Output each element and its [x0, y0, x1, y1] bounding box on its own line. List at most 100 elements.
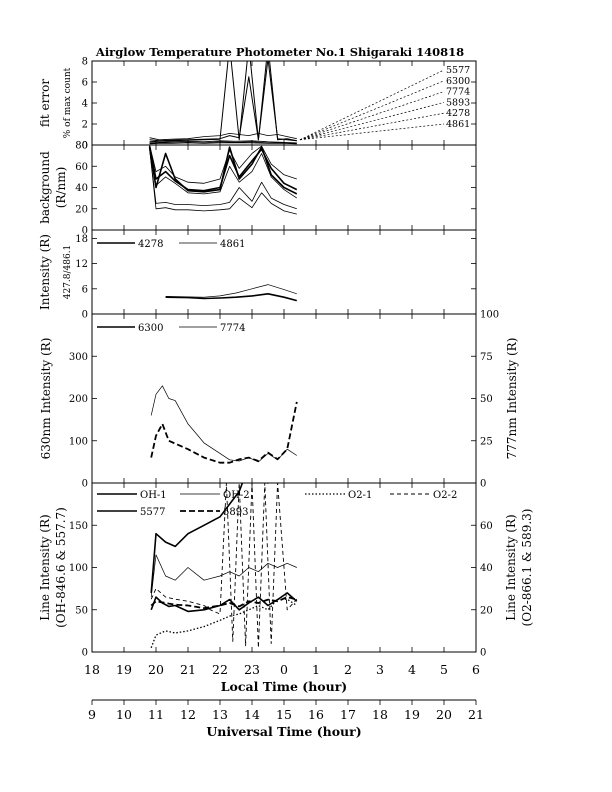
series-group — [165, 284, 298, 302]
local-axis-label: Local Time (hour) — [221, 679, 347, 694]
y-axis-label-secondary: 427.8/486.1 — [63, 245, 73, 300]
local-tick-label: 4 — [408, 662, 416, 677]
label-leader — [299, 69, 445, 141]
y-axis-label: background — [38, 151, 52, 224]
universal-tick-label: 17 — [340, 707, 356, 722]
y-tick-label: 60 — [75, 162, 88, 173]
universal-tick-label: 15 — [276, 707, 292, 722]
y-right-tick-label: 0 — [480, 479, 486, 490]
y-right-tick-label: 20 — [480, 605, 493, 616]
panel-fit_error: 0 2 4 6 8 fit error % of max count 557763007774… — [38, 57, 477, 152]
series-4861 — [149, 142, 297, 145]
series-5577 — [150, 592, 298, 613]
legend-label-5577: 5577 — [140, 507, 165, 518]
series-O2-1 — [150, 598, 298, 649]
series-4861 — [165, 284, 297, 298]
universal-tick-label: 20 — [436, 707, 452, 722]
y-axis-label: fit error — [38, 79, 52, 127]
legend-label-5893: 5893 — [223, 507, 248, 518]
series-group — [149, 61, 297, 145]
y-axis-label: Intensity (R) — [38, 234, 52, 310]
series-5893 — [149, 140, 297, 144]
y-tick-label: 6 — [82, 78, 88, 89]
line-label: 5893 — [446, 97, 470, 108]
line-label: 7774 — [446, 87, 470, 98]
line-label: 4861 — [446, 119, 470, 130]
series-group — [150, 483, 298, 649]
panel-frame — [91, 60, 477, 146]
y-tick-label: 20 — [75, 204, 88, 215]
y-right-axis-label: 777nm Intensity (R) — [505, 338, 519, 460]
local-tick-label: 2 — [344, 662, 352, 677]
universal-tick-label: 16 — [308, 707, 324, 722]
legend-label-OH-2: OH-2 — [223, 490, 250, 501]
universal-tick-label: 18 — [372, 707, 388, 722]
y-tick-label: 12 — [75, 259, 88, 270]
universal-tick-label: 14 — [244, 707, 260, 722]
series-O2-2 — [150, 483, 298, 649]
y-right-tick-label: 60 — [480, 521, 493, 532]
label-leader — [299, 91, 445, 141]
local-tick-label: 23 — [244, 662, 260, 677]
universal-tick-label: 10 — [116, 707, 132, 722]
y-axis-label-secondary: % of max count — [63, 67, 73, 138]
series-7774 — [149, 145, 297, 184]
label-leader — [299, 80, 445, 141]
y-right-axis-label-secondary: (O2-866.1 & 589.3) — [520, 509, 534, 627]
panel-blue_intensity: 0 6 12 18 Intensity (R) 427.8/486.1 4278 4861 — [38, 229, 477, 321]
y-right-axis-label: Line Intensity (R) — [504, 514, 518, 620]
y-right-tick-label: 40 — [480, 563, 493, 574]
series-7774 — [150, 401, 298, 464]
y-tick-label: 300 — [69, 352, 88, 363]
label-leader — [299, 123, 445, 141]
series-OH-2 — [150, 554, 297, 598]
series-4278 — [149, 141, 297, 144]
universal-tick-label: 9 — [88, 707, 96, 722]
y-tick-label: 100 — [69, 563, 88, 574]
y-axis-label: Line Intensity (R) — [38, 514, 52, 620]
y-tick-label: 4 — [82, 99, 88, 110]
legend-label-7774: 7774 — [220, 323, 245, 334]
local-tick-label: 22 — [212, 662, 228, 677]
local-tick-label: 5 — [440, 662, 448, 677]
y-tick-label: 200 — [69, 394, 88, 405]
y-tick-label: 6 — [82, 284, 88, 295]
legend-label-OH-1: OH-1 — [140, 490, 167, 501]
line-label: 4278 — [446, 108, 470, 119]
legend-label-O2-2: O2-2 — [433, 490, 457, 501]
y-right-tick-label: 100 — [480, 310, 499, 321]
y-right-tick-label: 50 — [480, 394, 493, 405]
series-5893 — [150, 596, 298, 609]
series-6300 — [148, 145, 298, 192]
local-tick-label: 20 — [148, 662, 164, 677]
y-axis-label: 630nm Intensity (R) — [39, 338, 53, 460]
panel-background: 0 20 40 60 80 background (R/nm) — [38, 141, 477, 237]
series-4278 — [165, 292, 298, 302]
y-axis-label-secondary: (R/nm) — [54, 167, 68, 209]
local-tick-label: 1 — [312, 662, 320, 677]
series-group — [148, 145, 298, 215]
panel-red_intensity: 0 100 200 300 0 25 50 75 100 630nm Intensity (R) 7… — [39, 310, 519, 490]
series-4278 — [149, 148, 297, 215]
y-tick-label: 0 — [82, 310, 88, 321]
y-tick-label: 2 — [82, 120, 88, 131]
series-5577 — [148, 146, 298, 195]
y-tick-label: 0 — [82, 479, 88, 490]
legend-label-4278: 4278 — [138, 239, 163, 250]
y-tick-label: 0 — [82, 226, 88, 237]
line-label: 5577 — [446, 65, 470, 76]
series-group — [150, 385, 298, 464]
series-OH-1 — [150, 483, 297, 593]
line-label: 6300 — [446, 76, 470, 87]
universal-tick-label: 12 — [180, 707, 196, 722]
y-tick-label: 0 — [82, 648, 88, 659]
local-tick-label: 21 — [180, 662, 196, 677]
local-tick-label: 0 — [280, 662, 288, 677]
series-7774 — [149, 132, 297, 141]
series-4861 — [149, 149, 297, 210]
universal-tick-label: 11 — [148, 707, 164, 722]
figure-title: Airglow Temperature Photometer No.1 Shig… — [95, 45, 464, 59]
